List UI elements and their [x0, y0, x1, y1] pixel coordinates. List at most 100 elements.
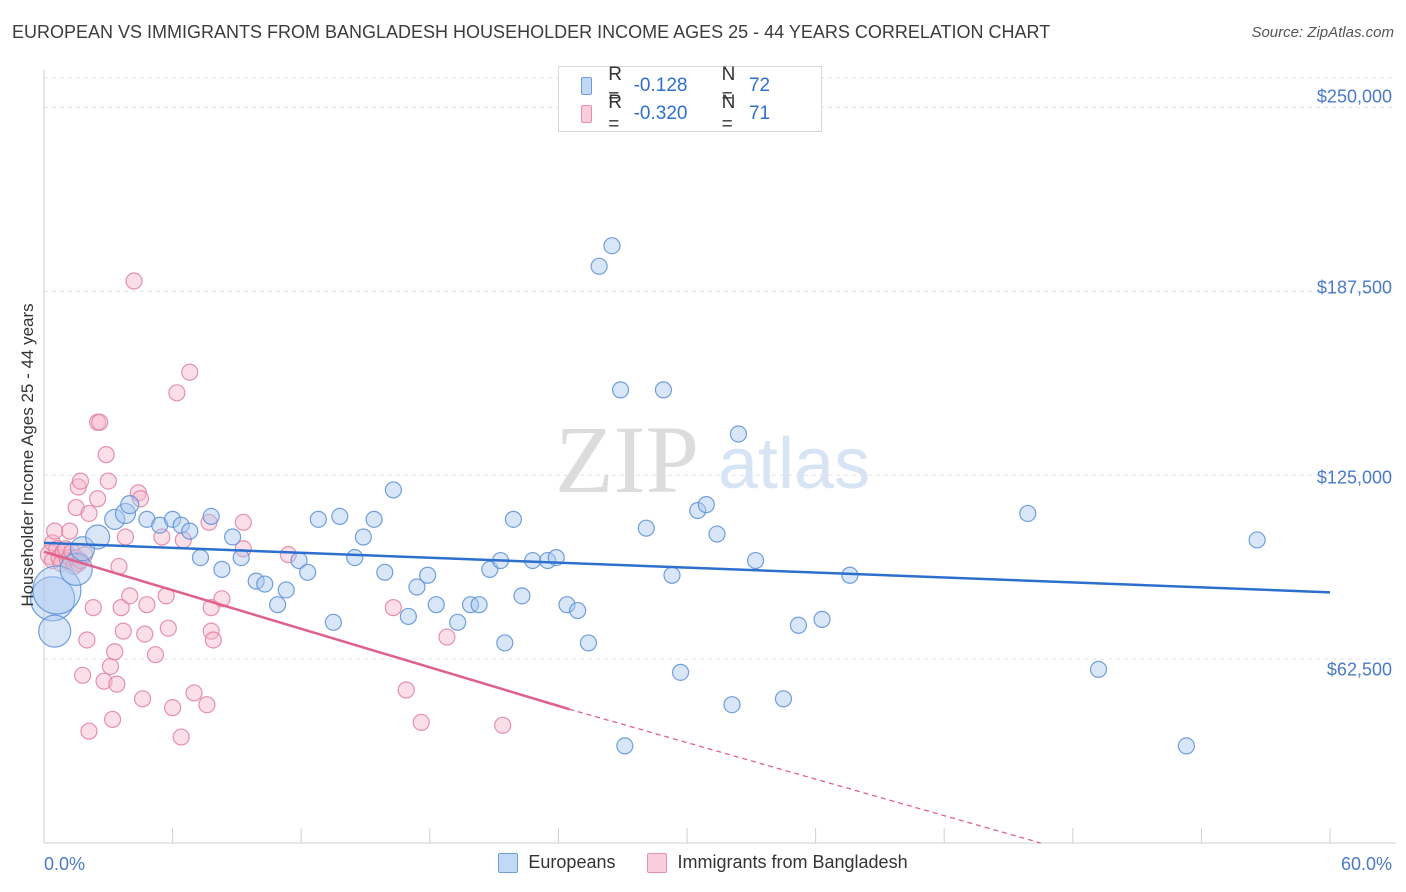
- european-point: [590, 257, 608, 275]
- european-point: [1248, 531, 1266, 549]
- bangladesh-swatch: [647, 852, 668, 873]
- europeans-points: [29, 237, 1266, 755]
- bangladesh-point: [164, 699, 182, 717]
- european-point: [654, 381, 673, 399]
- watermark-atlas: atlas: [718, 424, 870, 504]
- european-point: [419, 566, 437, 584]
- bangladesh-point: [95, 672, 113, 690]
- europeans-swatch: [581, 77, 593, 95]
- bangladesh-point: [112, 599, 130, 617]
- y-tick-label: $250,000: [1316, 86, 1392, 107]
- bangladesh-point: [412, 713, 430, 731]
- european-point: [746, 551, 765, 570]
- legend-label: Immigrants from Bangladesh: [677, 852, 908, 872]
- bangladesh-point: [198, 696, 216, 714]
- european-point: [616, 737, 634, 755]
- europeans-trend-line: [43, 541, 1331, 594]
- legend-label: Europeans: [528, 852, 616, 872]
- bangladesh-point: [97, 446, 115, 464]
- european-point: [697, 496, 715, 514]
- bangladesh-point: [204, 631, 222, 649]
- y-tick-label: $62,500: [1326, 659, 1392, 680]
- bangladesh-point: [73, 666, 92, 684]
- series-legend: Europeans Immigrants from Bangladesh: [0, 852, 1406, 873]
- european-point: [346, 548, 364, 567]
- european-point: [1089, 660, 1108, 679]
- y-axis-label: Householder Income Ages 25 - 44 years: [18, 303, 37, 607]
- european-point: [513, 587, 531, 605]
- r-key: R =: [608, 92, 622, 135]
- r-value: -0.320: [633, 103, 688, 124]
- n-key: N =: [721, 92, 736, 135]
- europeans-swatch: [498, 852, 519, 873]
- bangladesh-point: [103, 710, 122, 729]
- european-point: [1019, 504, 1037, 523]
- bangladesh-point: [88, 490, 107, 508]
- bangladesh-point: [84, 599, 102, 617]
- european-point: [32, 565, 82, 615]
- bangladesh-point: [172, 728, 190, 746]
- european-point: [331, 507, 349, 526]
- bangladesh-point: [61, 522, 79, 540]
- bangladesh-point: [91, 413, 109, 431]
- bangladesh-point: [80, 722, 98, 740]
- r-key: R =: [608, 64, 622, 107]
- european-point: [120, 495, 140, 515]
- european-point: [191, 548, 210, 567]
- bangladesh-point: [71, 472, 90, 490]
- european-point: [277, 581, 295, 599]
- n-value: 72: [748, 75, 771, 96]
- european-point: [774, 690, 793, 708]
- european-point: [399, 607, 417, 626]
- european-point: [470, 596, 488, 614]
- stats-legend: R = -0.128 N = 72 R = -0.320 N = 71: [558, 64, 822, 135]
- bangladesh-point: [138, 596, 156, 614]
- european-point: [708, 525, 726, 543]
- european-point: [689, 501, 707, 520]
- bangladesh-point: [99, 472, 117, 490]
- legend-item-bangladesh[interactable]: Immigrants from Bangladesh: [647, 852, 908, 873]
- legend-item-europeans[interactable]: Europeans: [498, 852, 615, 873]
- european-point: [504, 510, 522, 528]
- bangladesh-point: [185, 684, 203, 702]
- european-point: [38, 614, 72, 648]
- european-point: [164, 510, 182, 528]
- bangladesh-point: [159, 619, 177, 637]
- bangladesh-point: [114, 622, 132, 640]
- bangladesh-point: [131, 490, 150, 508]
- bangladesh-point: [121, 587, 139, 605]
- european-point: [172, 516, 190, 534]
- european-point: [611, 381, 630, 399]
- european-point: [104, 508, 126, 530]
- european-point: [569, 601, 587, 620]
- european-point: [213, 560, 231, 578]
- european-point: [84, 524, 111, 550]
- european-point: [224, 528, 242, 546]
- european-point: [256, 575, 274, 593]
- bangladesh-point: [108, 675, 126, 693]
- european-point: [789, 616, 808, 634]
- bangladesh-swatch: [581, 105, 593, 123]
- stats-row-bangladesh: R = -0.320 N = 71: [581, 92, 821, 135]
- y-tick-label: $187,500: [1316, 277, 1392, 298]
- bangladesh-point: [136, 625, 154, 643]
- bangladesh-point: [116, 528, 135, 546]
- bangladesh-point: [279, 546, 297, 564]
- european-point: [579, 634, 598, 652]
- bangladesh-points: [39, 272, 512, 746]
- european-point: [408, 578, 426, 596]
- european-point: [114, 502, 137, 525]
- european-point: [558, 596, 576, 614]
- watermark: ZIP atlas: [555, 406, 870, 513]
- european-point: [309, 510, 327, 528]
- bangladesh-trend-extension: [568, 708, 1041, 844]
- bangladesh-point: [46, 522, 64, 540]
- bangladesh-point: [106, 643, 124, 661]
- n-key: N =: [721, 64, 736, 107]
- european-point: [1177, 737, 1195, 755]
- bangladesh-point: [384, 599, 402, 617]
- bangladesh-point: [234, 513, 252, 531]
- r-value: -0.128: [633, 75, 688, 96]
- european-point: [299, 563, 317, 581]
